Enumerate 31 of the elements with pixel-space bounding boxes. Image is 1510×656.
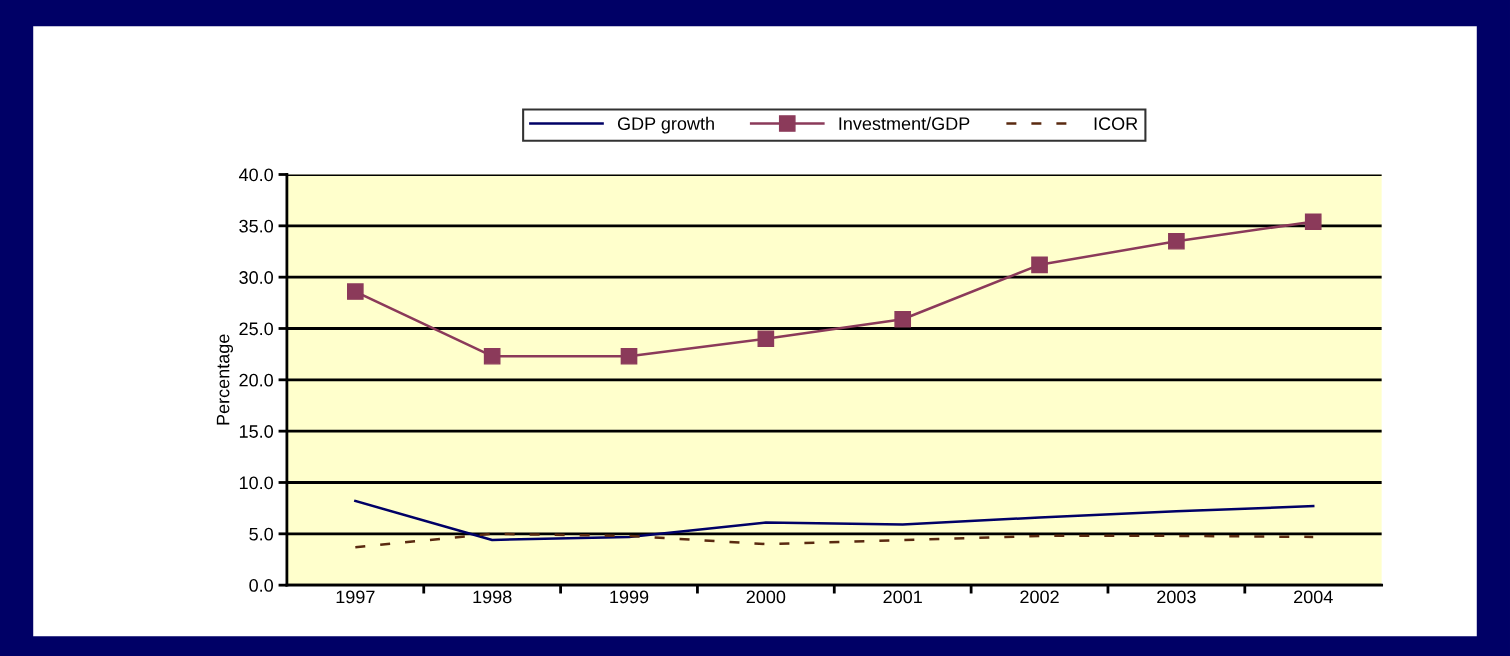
point: [346, 283, 364, 300]
y-tick-label: 35.0: [239, 219, 273, 233]
point: [483, 347, 501, 365]
line-series: [354, 499, 1315, 542]
legend-label: Investment/GDP: [839, 116, 970, 131]
x-tick-label: 1999: [610, 590, 649, 604]
x-tick-label: 1998: [473, 590, 512, 604]
point: [757, 330, 775, 348]
legend-label: ICOR: [1094, 117, 1138, 131]
point: [620, 347, 638, 365]
point: [1168, 232, 1185, 250]
point: [1304, 213, 1322, 231]
y-tick-label: 30.0: [239, 271, 273, 284]
y-tick-label: 5.0: [249, 527, 273, 541]
legend-label: GDP growth: [617, 116, 714, 134]
x-tick-label: 2004: [1294, 590, 1333, 604]
y-tick-label: 10.0: [239, 476, 273, 490]
y-tick-label: 20.0: [239, 373, 273, 387]
point: [894, 310, 912, 328]
x-tick-label: 2003: [1157, 590, 1196, 604]
y-axis-title: Percentage: [216, 334, 234, 425]
x-tick-label: 2002: [1020, 590, 1059, 604]
y-tick-label: 25.0: [239, 322, 273, 336]
point: [1031, 256, 1048, 274]
x-tick-label: 2000: [746, 590, 786, 604]
x-tick-label: 1997: [336, 590, 375, 604]
y-tick-label: 40.0: [238, 168, 273, 182]
x-tick-label: 2001: [883, 590, 922, 604]
line-series: [354, 532, 1315, 549]
y-tick-label: 0.0: [249, 579, 273, 592]
y-tick-label: 15.0: [239, 425, 273, 438]
